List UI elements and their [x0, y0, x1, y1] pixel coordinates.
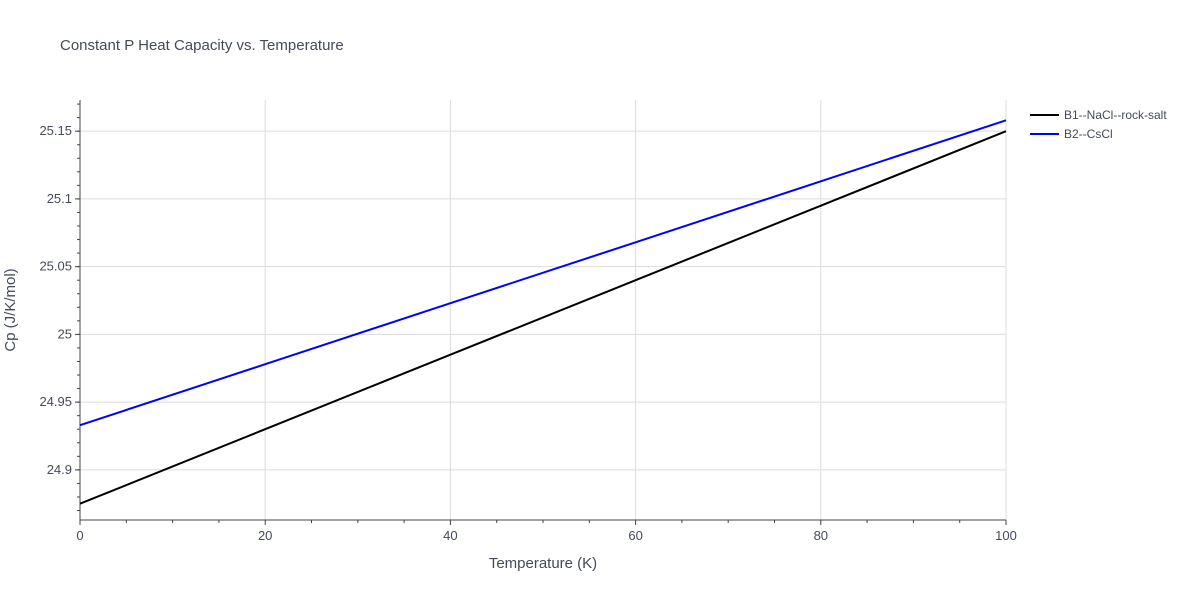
x-tick-label: 40 — [443, 528, 457, 543]
series-lines — [79, 119, 1007, 505]
legend[interactable]: B1--NaCl--rock-salt B2--CsCl — [1030, 108, 1167, 141]
chart-title: Constant P Heat Capacity vs. Temperature — [60, 37, 344, 54]
grid — [80, 100, 1007, 520]
legend-item[interactable]: B1--NaCl--rock-salt — [1030, 108, 1167, 122]
x-tick-label: 60 — [628, 528, 642, 543]
y-tick-label: 24.9 — [47, 462, 72, 477]
x-tick-label: 80 — [814, 528, 828, 543]
y-tick-label: 25 — [58, 326, 72, 341]
legend-item[interactable]: B2--CsCl — [1030, 127, 1113, 141]
y-axis-label: Cp (J/K/mol) — [2, 268, 19, 351]
y-tick-label: 25.15 — [39, 123, 72, 138]
series-line-2 — [79, 119, 1007, 427]
y-tick-label: 25.05 — [39, 259, 72, 274]
legend-label: B2--CsCl — [1064, 127, 1113, 141]
x-tick-label: 100 — [995, 528, 1017, 543]
x-axis-label: Temperature (K) — [489, 555, 597, 572]
axes: 0 20 40 60 80 100 24.9 24.95 25 25.05 25.1 25.15 — [39, 100, 1017, 543]
y-tick-label: 25.1 — [47, 191, 72, 206]
x-tick-label: 0 — [76, 528, 83, 543]
y-tick-label: 24.95 — [39, 394, 72, 409]
legend-label: B1--NaCl--rock-salt — [1064, 108, 1167, 122]
x-tick-label: 20 — [258, 528, 272, 543]
series-line-1 — [79, 130, 1007, 505]
